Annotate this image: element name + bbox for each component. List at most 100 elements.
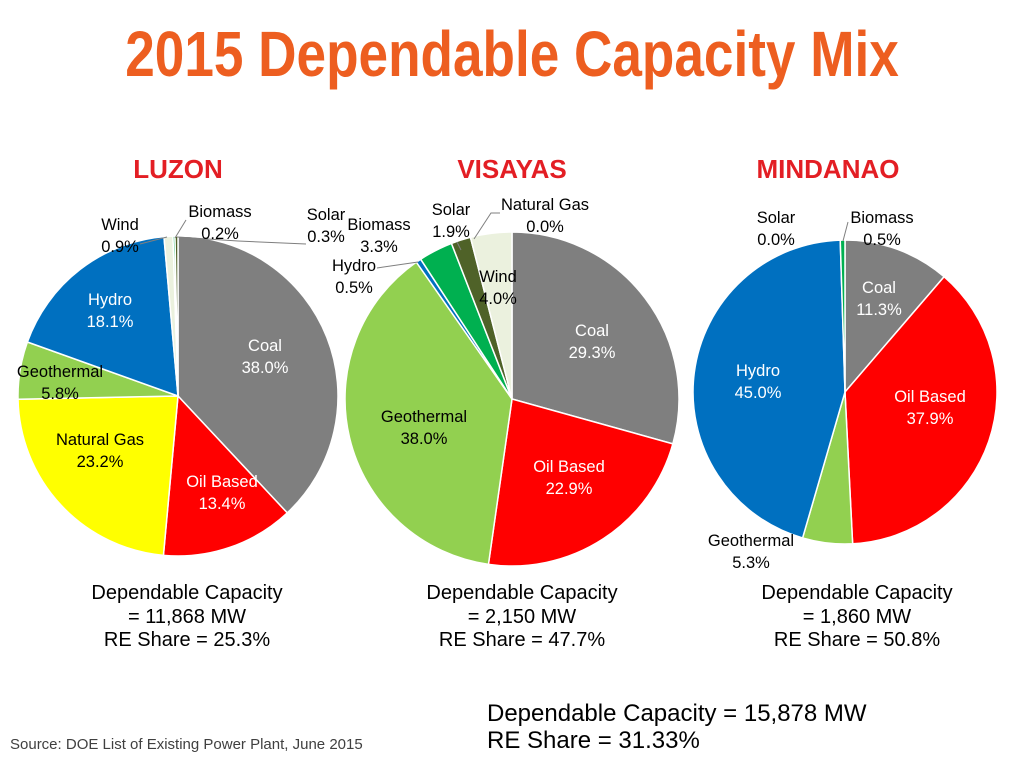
mindanao-oil-based-percent: 37.9% xyxy=(906,410,954,428)
luzon-geothermal-name: Geothermal xyxy=(16,363,104,381)
luzon-oil-based-label: Oil Based 13.4% xyxy=(186,471,258,515)
luzon-chart-title: LUZON xyxy=(133,154,223,184)
luzon-geothermal-percent: 5.8% xyxy=(41,385,79,403)
luzon-wind-percent: 0.9% xyxy=(101,238,139,256)
mindanao-solar-percent: 0.0% xyxy=(757,231,795,249)
visayas-solar-label: Solar 1.9% xyxy=(432,199,471,243)
luzon-wind-name: Wind xyxy=(101,216,139,234)
luzon-hydro-label: Hydro 18.1% xyxy=(87,289,134,333)
visayas-solar-percent: 1.9% xyxy=(432,223,470,241)
visayas-capacity-value: = 2,150 MW xyxy=(467,605,577,628)
visayas-oil-based-slice xyxy=(487,398,674,567)
visayas-wind-name: Wind xyxy=(479,268,517,286)
leader-lines xyxy=(139,212,849,269)
mindanao-oil-based-slice xyxy=(844,275,998,545)
mindanao-hydro-percent: 45.0% xyxy=(734,384,782,402)
mindanao-summary: Dependable Capacity = 1,860 MW RE Share … xyxy=(707,582,1007,653)
luzon-biomass-label: Biomass 0.2% xyxy=(188,201,251,245)
mindanao-coal-slice xyxy=(844,239,945,393)
mindanao-hydro-label: Hydro 45.0% xyxy=(735,360,782,404)
visayas-pie xyxy=(344,231,680,567)
visayas-solar-leader-line xyxy=(456,241,462,251)
visayas-geothermal-slice xyxy=(344,261,513,566)
mindanao-capacity-value: = 1,860 MW xyxy=(802,605,912,628)
visayas-capacity-label: Dependable Capacity xyxy=(426,582,618,604)
visayas-solar-name: Solar xyxy=(431,201,471,219)
visayas-wind-percent: 4.0% xyxy=(479,290,517,308)
luzon-natural-gas-label: Natural Gas 23.2% xyxy=(56,429,144,473)
luzon-biomass-percent: 0.2% xyxy=(201,225,239,243)
luzon-capacity-label: Dependable Capacity xyxy=(91,582,283,604)
mindanao-geothermal-percent: 5.3% xyxy=(732,554,770,572)
visayas-chart-title: VISAYAS xyxy=(457,154,567,184)
visayas-natural-gas-name: Natural Gas xyxy=(500,196,590,214)
luzon-oil-based-percent: 13.4% xyxy=(198,495,246,513)
mindanao-coal-label: Coal 11.3% xyxy=(856,277,902,321)
mindanao-chart-title: MINDANAO xyxy=(756,154,900,184)
visayas-hydro-leader-line xyxy=(376,261,419,269)
mindanao-coal-percent: 11.3% xyxy=(856,301,902,319)
visayas-hydro-label: Hydro 0.5% xyxy=(332,255,376,299)
luzon-oil-based-slice xyxy=(162,395,288,557)
mindanao-biomass-slice xyxy=(839,239,846,393)
visayas-wind-slice xyxy=(469,231,513,400)
luzon-hydro-slice xyxy=(26,235,179,397)
mindanao-re-share: RE Share = 50.8% xyxy=(773,629,941,651)
mindanao-geothermal-name: Geothermal xyxy=(707,532,795,550)
luzon-natural-gas-slice xyxy=(17,395,179,557)
mindanao-pie xyxy=(692,239,998,545)
visayas-geothermal-percent: 38.0% xyxy=(400,430,448,448)
mindanao-capacity-label: Dependable Capacity xyxy=(761,582,953,604)
luzon-coal-name: Coal xyxy=(248,337,282,355)
visayas-hydro-percent: 0.5% xyxy=(335,279,373,297)
total-capacity: Dependable Capacity = 15,878 MW xyxy=(487,700,867,727)
visayas-coal-name: Coal xyxy=(575,322,609,340)
visayas-hydro-name: Hydro xyxy=(331,257,377,275)
luzon-coal-percent: 38.0% xyxy=(241,359,289,377)
luzon-solar-leader-line xyxy=(176,236,307,245)
mindanao-oil-based-label: Oil Based 37.9% xyxy=(894,386,966,430)
visayas-oil-based-percent: 22.9% xyxy=(545,480,593,498)
mindanao-hydro-name: Hydro xyxy=(735,362,781,380)
luzon-hydro-name: Hydro xyxy=(87,291,133,309)
luzon-natural-gas-percent: 23.2% xyxy=(76,453,124,471)
visayas-natural-gas-leader-line xyxy=(473,212,500,240)
luzon-coal-label: Coal 38.0% xyxy=(242,335,289,379)
luzon-oil-based-name: Oil Based xyxy=(186,473,258,491)
luzon-solar-name: Solar xyxy=(306,206,346,224)
visayas-biomass-label: Biomass 3.3% xyxy=(347,214,410,258)
mindanao-oil-based-name: Oil Based xyxy=(894,388,966,406)
visayas-wind-label: Wind 4.0% xyxy=(479,266,517,310)
luzon-wind-leader-line xyxy=(139,236,168,245)
mindanao-biomass-label: Biomass 0.5% xyxy=(850,207,913,251)
mindanao-solar-label: Solar 0.0% xyxy=(757,207,796,251)
mindanao-biomass-name: Biomass xyxy=(850,209,914,227)
luzon-pie xyxy=(17,235,339,557)
mindanao-geothermal-label: Geothermal 5.3% xyxy=(708,530,794,574)
total-re-share: RE Share = 31.33% xyxy=(487,727,700,754)
luzon-solar-label: Solar 0.3% xyxy=(307,204,346,248)
luzon-summary: Dependable Capacity = 11,868 MW RE Share… xyxy=(37,582,337,653)
source-note: Source: DOE List of Existing Power Plant… xyxy=(10,736,363,753)
luzon-wind-label: Wind 0.9% xyxy=(101,214,139,258)
luzon-hydro-percent: 18.1% xyxy=(86,313,134,331)
luzon-biomass-leader-line xyxy=(174,219,187,239)
luzon-biomass-name: Biomass xyxy=(188,203,252,221)
mindanao-hydro-slice xyxy=(692,239,846,539)
visayas-natural-gas-percent: 0.0% xyxy=(526,218,564,236)
visayas-biomass-name: Biomass xyxy=(347,216,411,234)
mindanao-biomass-leader-line xyxy=(842,221,849,242)
luzon-solar-percent: 0.3% xyxy=(307,228,345,246)
mindanao-solar-name: Solar xyxy=(756,209,796,227)
luzon-re-share: RE Share = 25.3% xyxy=(103,629,271,651)
visayas-geothermal-label: Geothermal 38.0% xyxy=(381,406,467,450)
visayas-summary: Dependable Capacity = 2,150 MW RE Share … xyxy=(372,582,672,653)
visayas-biomass-percent: 3.3% xyxy=(360,238,398,256)
visayas-coal-slice xyxy=(511,231,680,445)
mindanao-coal-name: Coal xyxy=(862,279,896,297)
visayas-geothermal-name: Geothermal xyxy=(380,408,468,426)
visayas-oil-based-name: Oil Based xyxy=(533,458,605,476)
slide-title: 2015 Dependable Capacity Mix xyxy=(125,18,899,90)
